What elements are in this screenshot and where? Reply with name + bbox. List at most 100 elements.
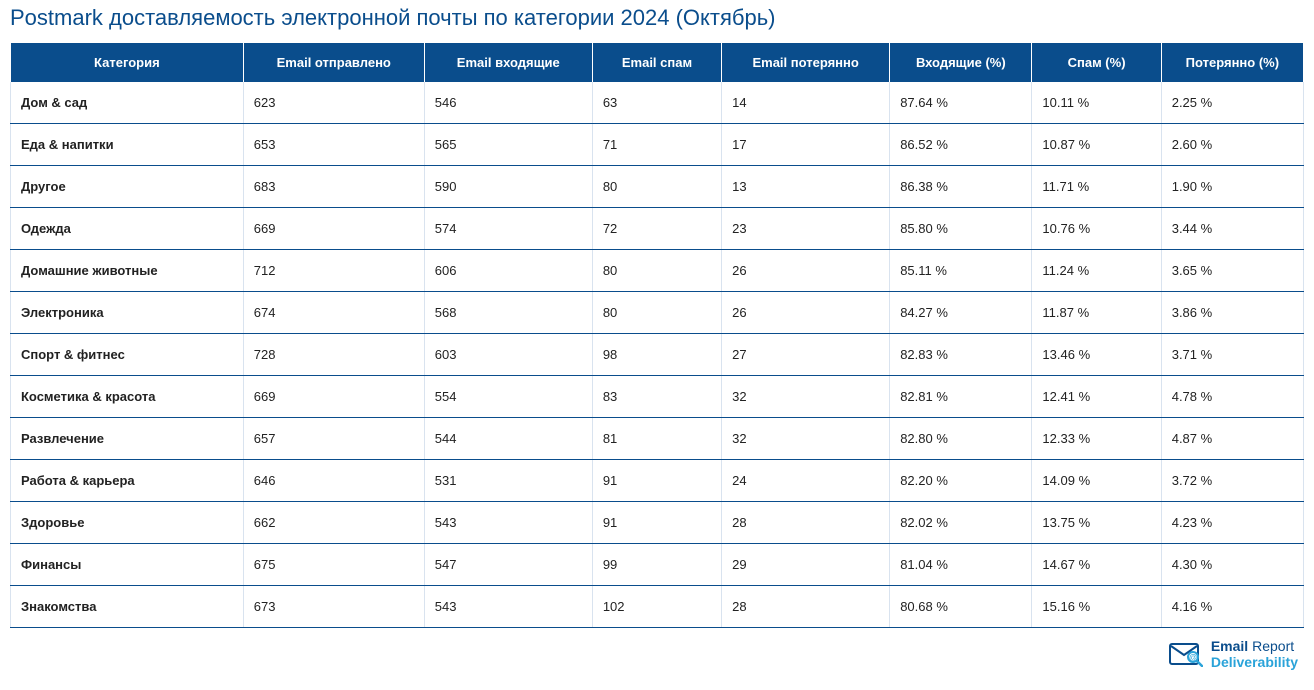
table-cell: Другое: [11, 166, 244, 208]
table-cell: 547: [424, 544, 592, 586]
table-cell: 4.87 %: [1161, 418, 1303, 460]
table-cell: 3.71 %: [1161, 334, 1303, 376]
table-cell: 84.27 %: [890, 292, 1032, 334]
col-inbox-pct: Входящие (%): [890, 43, 1032, 82]
table-cell: 531: [424, 460, 592, 502]
table-header-row: Категория Email отправлено Email входящи…: [11, 43, 1304, 82]
footer-logo-text: Email Report Deliverability: [1211, 638, 1298, 670]
table-cell: 10.76 %: [1032, 208, 1161, 250]
table-cell: 712: [243, 250, 424, 292]
table-cell: 12.33 %: [1032, 418, 1161, 460]
col-category: Категория: [11, 43, 244, 82]
table-cell: 28: [722, 502, 890, 544]
table-cell: 23: [722, 208, 890, 250]
table-cell: 87.64 %: [890, 82, 1032, 124]
table-cell: Развлечение: [11, 418, 244, 460]
table-cell: 669: [243, 376, 424, 418]
table-cell: 91: [592, 502, 721, 544]
table-cell: 11.71 %: [1032, 166, 1161, 208]
table-cell: 32: [722, 376, 890, 418]
table-row: Развлечение657544813282.80 %12.33 %4.87 …: [11, 418, 1304, 460]
col-missing: Email потерянно: [722, 43, 890, 82]
table-cell: Косметика & красота: [11, 376, 244, 418]
table-cell: 80: [592, 292, 721, 334]
table-cell: 603: [424, 334, 592, 376]
table-cell: 653: [243, 124, 424, 166]
table-cell: 17: [722, 124, 890, 166]
table-cell: 82.02 %: [890, 502, 1032, 544]
col-spam-pct: Спам (%): [1032, 43, 1161, 82]
table-cell: Работа & карьера: [11, 460, 244, 502]
table-cell: 26: [722, 292, 890, 334]
table-cell: 3.72 %: [1161, 460, 1303, 502]
table-cell: 623: [243, 82, 424, 124]
table-cell: 63: [592, 82, 721, 124]
table-row: Одежда669574722385.80 %10.76 %3.44 %: [11, 208, 1304, 250]
logo-word-email: Email: [1211, 638, 1248, 654]
table-cell: 10.87 %: [1032, 124, 1161, 166]
footer: @ Email Report Deliverability: [10, 628, 1304, 674]
logo-word-deliverability: Deliverability: [1211, 654, 1298, 670]
table-cell: 13: [722, 166, 890, 208]
table-cell: 544: [424, 418, 592, 460]
table-cell: 91: [592, 460, 721, 502]
table-cell: Финансы: [11, 544, 244, 586]
table-cell: 82.20 %: [890, 460, 1032, 502]
table-cell: 10.11 %: [1032, 82, 1161, 124]
table-cell: 13.75 %: [1032, 502, 1161, 544]
table-cell: 683: [243, 166, 424, 208]
table-cell: 80: [592, 250, 721, 292]
table-cell: 15.16 %: [1032, 586, 1161, 628]
table-cell: 3.65 %: [1161, 250, 1303, 292]
table-cell: Здоровье: [11, 502, 244, 544]
table-cell: 1.90 %: [1161, 166, 1303, 208]
table-cell: 14: [722, 82, 890, 124]
table-row: Электроника674568802684.27 %11.87 %3.86 …: [11, 292, 1304, 334]
table-cell: 574: [424, 208, 592, 250]
table-cell: 13.46 %: [1032, 334, 1161, 376]
table-row: Дом & сад623546631487.64 %10.11 %2.25 %: [11, 82, 1304, 124]
deliverability-table: Категория Email отправлено Email входящи…: [10, 43, 1304, 628]
table-cell: 32: [722, 418, 890, 460]
table-cell: 568: [424, 292, 592, 334]
table-cell: Дом & сад: [11, 82, 244, 124]
table-cell: 102: [592, 586, 721, 628]
table-cell: Знакомства: [11, 586, 244, 628]
table-cell: 543: [424, 586, 592, 628]
table-cell: 82.81 %: [890, 376, 1032, 418]
table-cell: Одежда: [11, 208, 244, 250]
col-spam: Email спам: [592, 43, 721, 82]
table-row: Косметика & красота669554833282.81 %12.4…: [11, 376, 1304, 418]
table-cell: 82.80 %: [890, 418, 1032, 460]
table-cell: 80.68 %: [890, 586, 1032, 628]
table-cell: 669: [243, 208, 424, 250]
table-row: Работа & карьера646531912482.20 %14.09 %…: [11, 460, 1304, 502]
table-cell: 2.25 %: [1161, 82, 1303, 124]
table-cell: 554: [424, 376, 592, 418]
table-cell: 546: [424, 82, 592, 124]
table-cell: 4.78 %: [1161, 376, 1303, 418]
table-cell: 662: [243, 502, 424, 544]
table-row: Другое683590801386.38 %11.71 %1.90 %: [11, 166, 1304, 208]
table-cell: 4.23 %: [1161, 502, 1303, 544]
table-cell: 646: [243, 460, 424, 502]
table-cell: 2.60 %: [1161, 124, 1303, 166]
table-cell: 86.52 %: [890, 124, 1032, 166]
table-cell: 728: [243, 334, 424, 376]
table-cell: 675: [243, 544, 424, 586]
table-cell: Спорт & фитнес: [11, 334, 244, 376]
table-cell: 99: [592, 544, 721, 586]
page-title: Postmark доставляемость электронной почт…: [10, 0, 1304, 43]
table-cell: 85.80 %: [890, 208, 1032, 250]
table-row: Еда & напитки653565711786.52 %10.87 %2.6…: [11, 124, 1304, 166]
table-cell: 3.86 %: [1161, 292, 1303, 334]
table-cell: 11.24 %: [1032, 250, 1161, 292]
table-cell: 29: [722, 544, 890, 586]
table-cell: Еда & напитки: [11, 124, 244, 166]
table-row: Знакомства6735431022880.68 %15.16 %4.16 …: [11, 586, 1304, 628]
table-row: Домашние животные712606802685.11 %11.24 …: [11, 250, 1304, 292]
table-cell: 98: [592, 334, 721, 376]
table-cell: 71: [592, 124, 721, 166]
table-cell: 83: [592, 376, 721, 418]
logo-word-report: Report: [1252, 638, 1294, 654]
